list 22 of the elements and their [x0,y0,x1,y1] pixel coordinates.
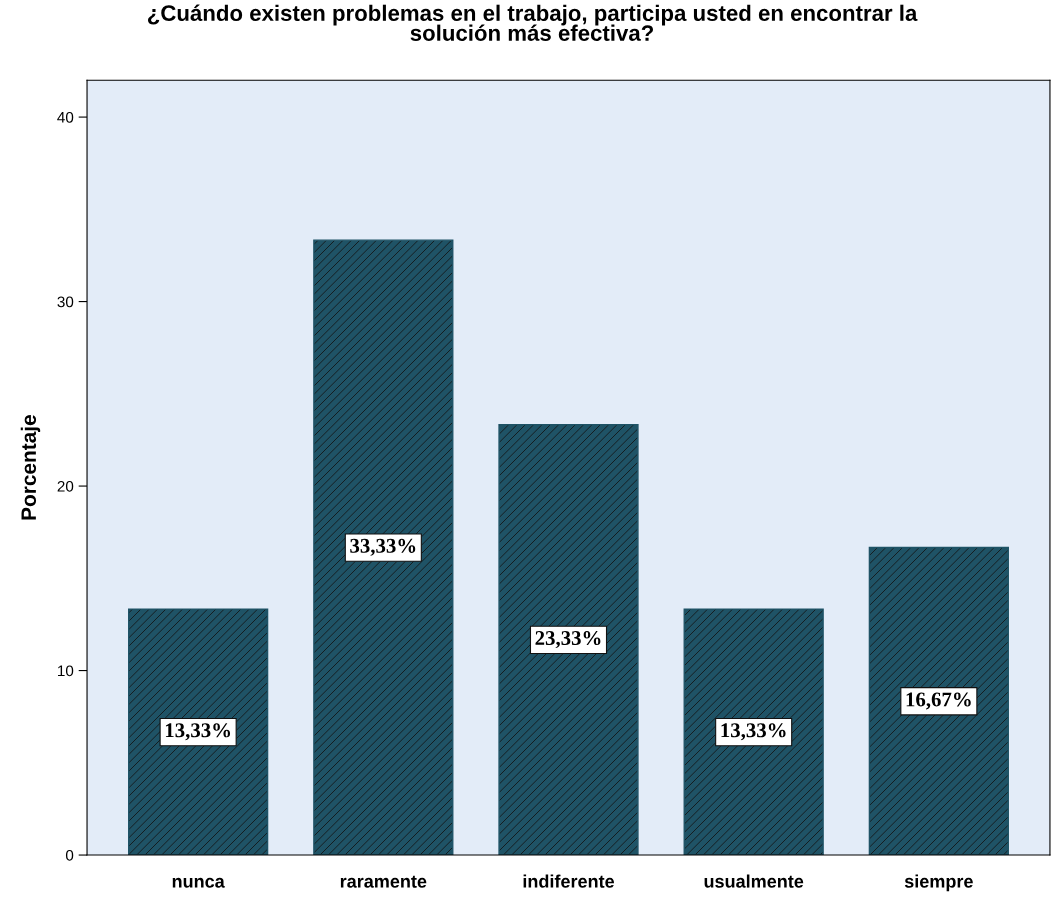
x-tick-label: indiferente [523,874,615,888]
x-tick-label: raramente [340,875,427,888]
data-label: 16,67% [906,692,971,710]
data-label: 13,33% [165,723,231,741]
y-tick-label: 40 [57,111,74,123]
y-tick-label: 0 [65,849,74,861]
x-tick-label: usualmente [704,874,804,888]
x-tick-label: nunca [172,877,225,888]
bar [313,239,454,856]
bar [683,608,824,856]
bar [868,546,1009,856]
data-label: 13,33% [721,723,786,741]
bar [128,608,269,856]
y-axis-title: Porcentaje [20,415,41,520]
y-tick-label: 30 [57,296,74,308]
chart-title: ¿Cuándo existen problemas en el trabajo, participa usted en encontrar la solución más efectiva? [147,4,918,41]
data-label: 23,33% [535,631,601,649]
y-tick-label: 10 [58,665,74,677]
x-tick-label: siempre [904,874,973,892]
data-label: 33,33% [350,538,416,556]
bar [498,423,639,856]
y-tick-label: 20 [57,480,74,492]
